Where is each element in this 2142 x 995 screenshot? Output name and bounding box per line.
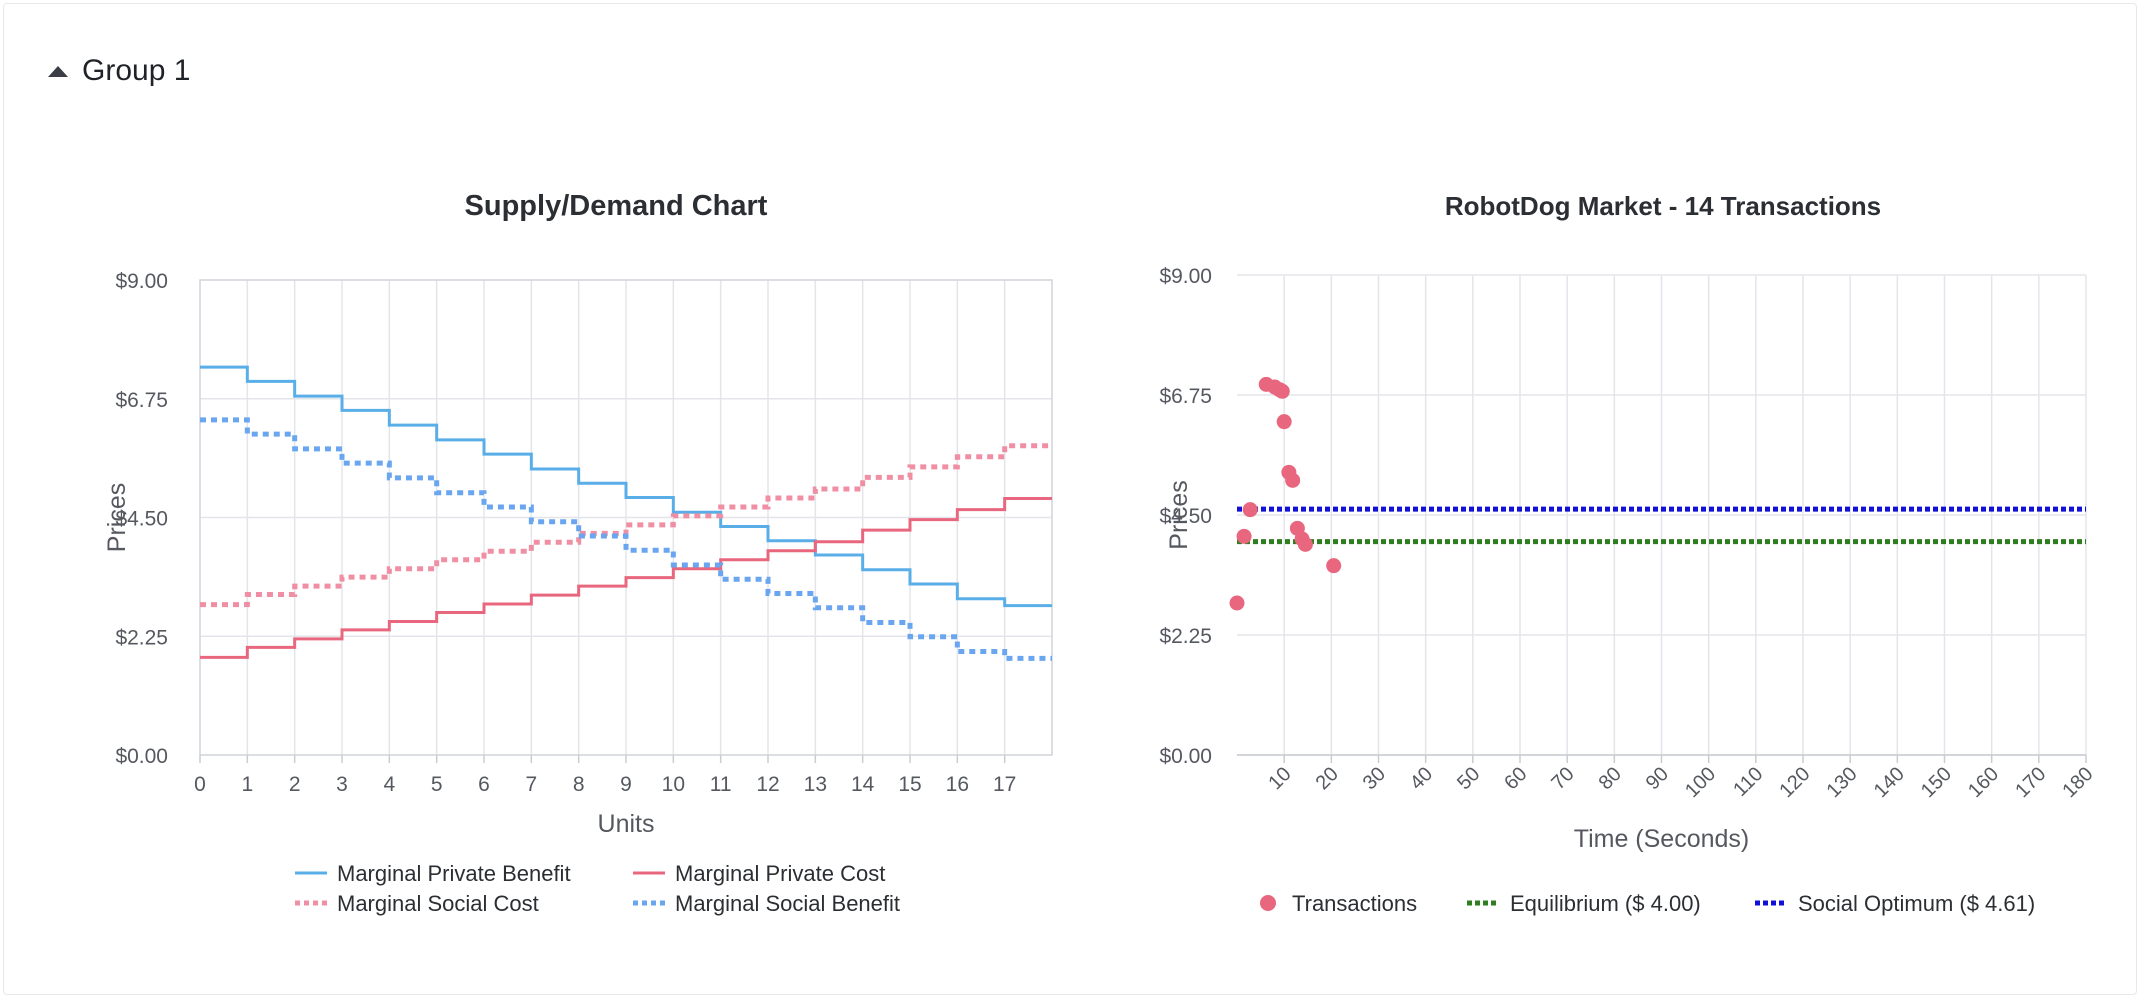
x-tick-label: 180 xyxy=(2058,763,2097,802)
legend-label: Marginal Social Cost xyxy=(337,891,539,916)
x-tick-label: 2 xyxy=(289,773,301,796)
transaction-point xyxy=(1326,558,1342,574)
legend-label: Equilibrium ($ 4.00) xyxy=(1510,891,1701,916)
x-tick-label: 100 xyxy=(1681,763,1720,802)
series-lines xyxy=(200,365,1052,661)
y-tick-label: $2.25 xyxy=(1159,625,1212,648)
y-tick-label: $2.25 xyxy=(115,626,168,649)
legend-label: Marginal Private Cost xyxy=(675,861,885,886)
series-line-marginal-private-cost xyxy=(200,497,1052,659)
x-tick-label: 10 xyxy=(1264,763,1295,794)
y-tick-label: $0.00 xyxy=(1159,745,1212,768)
x-tick-label: 160 xyxy=(1964,763,2003,802)
legend-label: Marginal Private Benefit xyxy=(337,861,571,886)
x-tick-label: 150 xyxy=(1917,763,1956,802)
x-tick-label: 1 xyxy=(241,773,253,796)
legend-label: Social Optimum ($ 4.61) xyxy=(1798,891,2035,916)
y-tick-label: $4.50 xyxy=(1159,505,1212,528)
x-tick-label: 5 xyxy=(431,773,443,796)
legend-label: Marginal Social Benefit xyxy=(675,891,900,916)
x-tick-label: 17 xyxy=(993,773,1016,796)
x-tick-label: 40 xyxy=(1406,763,1437,794)
x-tick-label: 60 xyxy=(1500,763,1531,794)
y-tick-label: $9.00 xyxy=(1159,265,1212,288)
x-tick-label: 30 xyxy=(1359,763,1390,794)
transaction-point xyxy=(1297,536,1313,552)
y-axis-label: Prices xyxy=(103,483,131,552)
group-toggle[interactable]: Group 1 xyxy=(48,54,190,88)
x-tick-label: 120 xyxy=(1775,763,1814,802)
x-tick-label: 15 xyxy=(898,773,921,796)
grid xyxy=(1237,274,2087,756)
x-tick-label: 110 xyxy=(1729,763,1767,801)
x-tick-label: 130 xyxy=(1823,763,1862,802)
series-line-marginal-social-benefit xyxy=(200,417,1052,661)
series-line-marginal-private-benefit xyxy=(200,365,1052,608)
x-tick-label: 140 xyxy=(1870,763,1909,802)
transaction-point xyxy=(1229,595,1245,611)
chart-title: Supply/Demand Chart xyxy=(465,190,768,222)
x-tick-label: 9 xyxy=(620,773,632,796)
x-axis-label: Units xyxy=(598,810,655,838)
group-title: Group 1 xyxy=(82,54,191,87)
x-tick-label: 3 xyxy=(336,773,348,796)
x-tick-label: 6 xyxy=(478,773,490,796)
x-tick-label: 170 xyxy=(2011,763,2050,802)
supply-demand-chart: Supply/Demand Chart $0.00 $2.25 $4.50 $6.75 $… xyxy=(103,190,1053,916)
x-tick-label: 50 xyxy=(1453,763,1484,794)
y-tick-label: $4.50 xyxy=(115,508,168,531)
legend-swatch xyxy=(1260,895,1276,911)
grid xyxy=(199,279,1053,756)
y-tick-label: $9.00 xyxy=(115,270,168,293)
legend: Marginal Private Benefit Marginal Private… xyxy=(295,861,900,916)
x-tick-label: 80 xyxy=(1595,763,1626,794)
y-tick-label: $0.00 xyxy=(115,745,168,768)
y-tick-label: $6.75 xyxy=(115,389,168,412)
x-tick-label: 16 xyxy=(946,773,969,796)
chart-title: RobotDog Market - 14 Transactions xyxy=(1445,191,1881,221)
legend: Transactions Equilibrium ($ 4.00) Social O… xyxy=(1260,891,2035,916)
transaction-point xyxy=(1274,383,1290,399)
x-tick-label: 70 xyxy=(1547,763,1578,794)
transaction-point xyxy=(1276,414,1292,430)
y-tick-label: $6.75 xyxy=(1159,385,1212,408)
x-tick-label: 11 xyxy=(710,773,732,796)
x-tick-label: 10 xyxy=(662,773,685,796)
x-tick-label: 0 xyxy=(194,773,206,796)
x-axis-label: Time (Seconds) xyxy=(1574,825,1750,853)
transaction-point xyxy=(1285,472,1301,488)
x-tick-label: 8 xyxy=(573,773,585,796)
x-tick-label: 90 xyxy=(1642,763,1673,794)
x-tick-label: 13 xyxy=(804,773,827,796)
transaction-point xyxy=(1236,528,1252,544)
caret-up-icon xyxy=(48,65,68,77)
y-axis-label: Prices xyxy=(1165,480,1193,549)
x-tick-label: 4 xyxy=(383,773,395,796)
transaction-point xyxy=(1242,502,1258,518)
x-tick-label: 12 xyxy=(756,773,779,796)
series-line-marginal-social-cost xyxy=(200,443,1052,608)
legend-label: Transactions xyxy=(1292,891,1417,916)
transactions xyxy=(1229,376,1342,611)
robotdog-market-chart: RobotDog Market - 14 Transactions $0.00 $2… xyxy=(1159,191,2097,916)
group-card: Group 1 xyxy=(3,3,2137,995)
x-tick-label: 14 xyxy=(851,773,875,796)
x-tick-label: 7 xyxy=(525,773,537,796)
x-tick-label: 20 xyxy=(1312,763,1343,794)
